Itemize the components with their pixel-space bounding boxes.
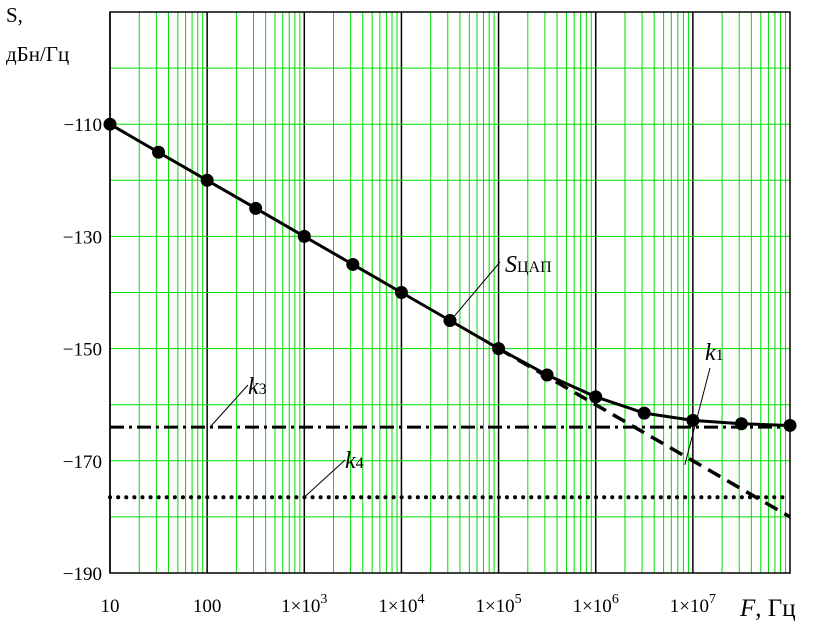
x-tick-label: 1×106 (573, 592, 619, 617)
data-point-marker (637, 406, 651, 420)
series-label-k4: k4 (345, 448, 364, 474)
x-tick-label: 10 (101, 596, 120, 617)
x-axis-label: F, Гц (739, 595, 796, 622)
series-label-k1: k1 (705, 340, 724, 366)
x-tick-label: 1×105 (475, 592, 521, 617)
data-point-marker (443, 314, 457, 328)
data-point-marker (589, 390, 603, 404)
series-label-SЦАП: SЦАП (505, 252, 552, 278)
y-axis-label-symbol: S, (6, 3, 23, 27)
data-point-marker (297, 229, 311, 243)
y-tick-label: −130 (63, 227, 102, 248)
annotations: SЦАП k1 k3 k4 (209, 252, 724, 498)
annotation-leader-SЦАП (453, 261, 501, 317)
x-tick-label: 1×107 (670, 592, 716, 617)
y-tick-label: −170 (63, 452, 102, 473)
data-point-marker (346, 257, 360, 271)
data-point-marker (492, 342, 506, 356)
y-tick-label: −190 (63, 564, 102, 585)
x-tick-label: 100 (193, 596, 222, 617)
y-axis-label-unit: дБн/Гц (6, 42, 70, 66)
data-point-marker (686, 413, 700, 427)
tick-labels: −110 −130 −150 −170 −190 10 100 1×103 1×104 1×105… (63, 115, 716, 617)
grid (109, 12, 790, 573)
annotation-leader-k1 (684, 367, 711, 465)
data-point-marker (152, 145, 166, 159)
plot-frame (109, 11, 791, 574)
data-point-marker (540, 368, 554, 382)
annotation-leader-k4 (303, 459, 346, 498)
data-point-marker (734, 417, 748, 431)
x-tick-label: 1×103 (281, 592, 327, 617)
x-tick-label: 1×104 (378, 592, 424, 617)
data-point-marker (200, 173, 214, 187)
series-label-k3: k3 (248, 374, 267, 400)
data-point-marker (249, 201, 263, 215)
annotation-leader-k3 (209, 384, 249, 428)
data-point-marker (394, 286, 408, 299)
y-tick-label: −110 (63, 115, 102, 136)
y-tick-label: −150 (63, 340, 102, 361)
